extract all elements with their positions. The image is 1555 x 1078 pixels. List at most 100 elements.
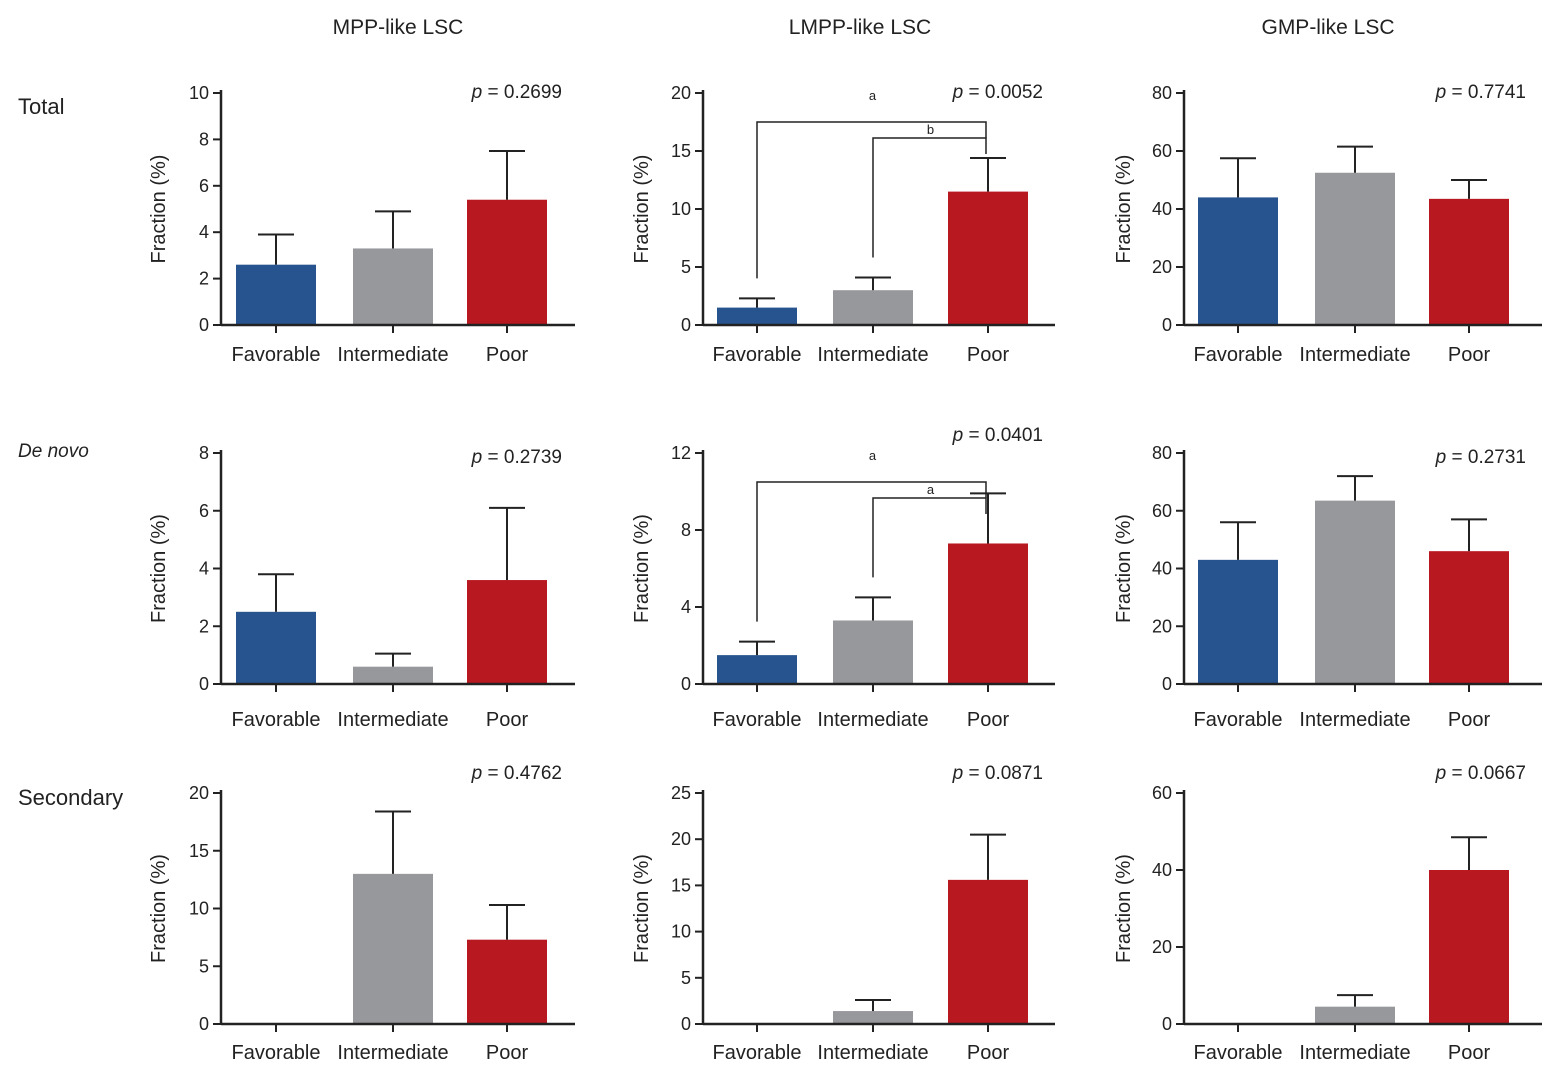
y-tick-label: 2 (199, 616, 209, 636)
bar-favorable (1198, 197, 1278, 325)
bar-poor (1429, 870, 1509, 1024)
bar-intermediate (833, 290, 913, 325)
y-tick-label: 60 (1152, 783, 1172, 803)
significance-label: a (869, 448, 877, 463)
bar-favorable (236, 264, 316, 325)
x-tick-label: Intermediate (817, 1042, 928, 1064)
chart-panel: 0 20 40 60 Favorable Intermediate Poor Fraction… (1113, 763, 1542, 1064)
bar-poor (467, 199, 547, 325)
x-tick-label: Intermediate (337, 709, 448, 731)
y-tick-label: 8 (199, 129, 209, 149)
chart-panel: 0 2 4 6 8 10 Favorable Intermediate Poor Fraction… (148, 82, 575, 366)
y-tick-label: 20 (671, 83, 691, 103)
y-tick-label: 0 (1162, 1014, 1172, 1034)
p-value-label: p = 0.0401 (952, 425, 1043, 446)
y-tick-label: 15 (671, 875, 691, 895)
significance-label: a (927, 482, 935, 497)
y-tick-label: 5 (681, 257, 691, 277)
bar-poor (948, 543, 1028, 684)
x-tick-label: Favorable (1194, 1042, 1283, 1064)
row-label-de-novo: De novo (18, 441, 89, 462)
chart-panel: 0 5 10 15 20 25 Favorable Intermediate Poor Fract… (631, 763, 1055, 1064)
bar-favorable (1198, 559, 1278, 684)
x-tick-label: Favorable (232, 709, 321, 731)
y-axis-label: Fraction (%) (148, 514, 170, 623)
x-tick-label: Poor (486, 709, 529, 731)
bar-poor (1429, 551, 1509, 684)
bar-intermediate (1315, 1006, 1395, 1024)
x-tick-label: Poor (1448, 1042, 1491, 1064)
bar-intermediate (353, 666, 433, 684)
y-tick-label: 6 (199, 501, 209, 521)
bar-intermediate (833, 1011, 913, 1024)
x-tick-label: Poor (486, 1042, 529, 1064)
x-tick-label: Favorable (1194, 709, 1283, 731)
y-tick-label: 40 (1152, 199, 1172, 219)
column-title-mpp: MPP-like LSC (333, 16, 464, 39)
column-title-gmp: GMP-like LSC (1261, 16, 1394, 39)
x-tick-label: Intermediate (817, 709, 928, 731)
y-tick-label: 4 (199, 222, 209, 242)
y-tick-label: 80 (1152, 83, 1172, 103)
y-tick-label: 60 (1152, 501, 1172, 521)
significance-bracket (872, 137, 987, 258)
significance-label: a (869, 88, 877, 103)
x-tick-label: Favorable (713, 1042, 802, 1064)
x-tick-label: Intermediate (1299, 344, 1410, 366)
column-title-lmpp: LMPP-like LSC (789, 16, 931, 39)
x-tick-label: Intermediate (337, 344, 448, 366)
x-tick-label: Poor (967, 1042, 1010, 1064)
y-tick-label: 15 (189, 841, 209, 861)
y-axis-label: Fraction (%) (631, 854, 653, 963)
y-tick-label: 10 (189, 899, 209, 919)
x-tick-label: Intermediate (817, 344, 928, 366)
significance-bracket (756, 121, 987, 279)
y-tick-label: 4 (199, 559, 209, 579)
y-tick-label: 0 (199, 1014, 209, 1034)
y-axis-label: Fraction (%) (1113, 854, 1135, 963)
x-tick-label: Intermediate (1299, 709, 1410, 731)
y-tick-label: 15 (671, 141, 691, 161)
y-axis-label: Fraction (%) (148, 854, 170, 963)
panels: 0 2 4 6 8 10 Favorable Intermediate Poor Fraction… (148, 82, 1542, 1064)
y-tick-label: 6 (199, 176, 209, 196)
y-tick-label: 80 (1152, 443, 1172, 463)
column-titles: MPP-like LSC LMPP-like LSC GMP-like LSC (333, 16, 1395, 39)
y-tick-label: 0 (199, 315, 209, 335)
y-tick-label: 8 (681, 520, 691, 540)
y-tick-label: 0 (199, 674, 209, 694)
significance-bracket (756, 481, 987, 622)
y-tick-label: 20 (671, 829, 691, 849)
y-tick-label: 10 (671, 199, 691, 219)
x-tick-label: Intermediate (337, 1042, 448, 1064)
bar-poor (948, 879, 1028, 1024)
chart-panel: 0 5 10 15 20 Favorable Intermediate Poor Fractio… (631, 82, 1055, 366)
bar-poor (467, 580, 547, 684)
bar-poor (467, 939, 547, 1024)
chart-panel: 0 2 4 6 8 Favorable Intermediate Poor Fraction (… (148, 443, 575, 731)
x-tick-label: Poor (1448, 344, 1491, 366)
row-label-secondary: Secondary (18, 785, 123, 810)
y-tick-label: 0 (1162, 315, 1172, 335)
x-tick-label: Poor (1448, 709, 1491, 731)
bar-poor (1429, 198, 1509, 325)
y-tick-label: 12 (671, 443, 691, 463)
bar-intermediate (833, 620, 913, 684)
y-tick-label: 0 (1162, 674, 1172, 694)
y-axis-label: Fraction (%) (1113, 514, 1135, 623)
significance-label: b (927, 122, 934, 137)
chart-panel: 0 20 40 60 80 Favorable Intermediate Poor Fracti… (1113, 443, 1542, 731)
bar-poor (948, 191, 1028, 325)
x-tick-label: Poor (486, 344, 529, 366)
y-tick-label: 0 (681, 1014, 691, 1034)
bar-intermediate (1315, 500, 1395, 684)
x-tick-label: Favorable (713, 344, 802, 366)
y-tick-label: 40 (1152, 559, 1172, 579)
x-tick-label: Poor (967, 709, 1010, 731)
x-tick-label: Favorable (232, 344, 321, 366)
chart-panel: 0 20 40 60 80 Favorable Intermediate Poor Fracti… (1113, 82, 1542, 366)
p-value-label: p = 0.2739 (471, 447, 562, 468)
x-tick-label: Favorable (1194, 344, 1283, 366)
bar-intermediate (353, 873, 433, 1024)
chart-panel: 0 4 8 12 Favorable Intermediate Poor Fraction (… (631, 425, 1055, 731)
